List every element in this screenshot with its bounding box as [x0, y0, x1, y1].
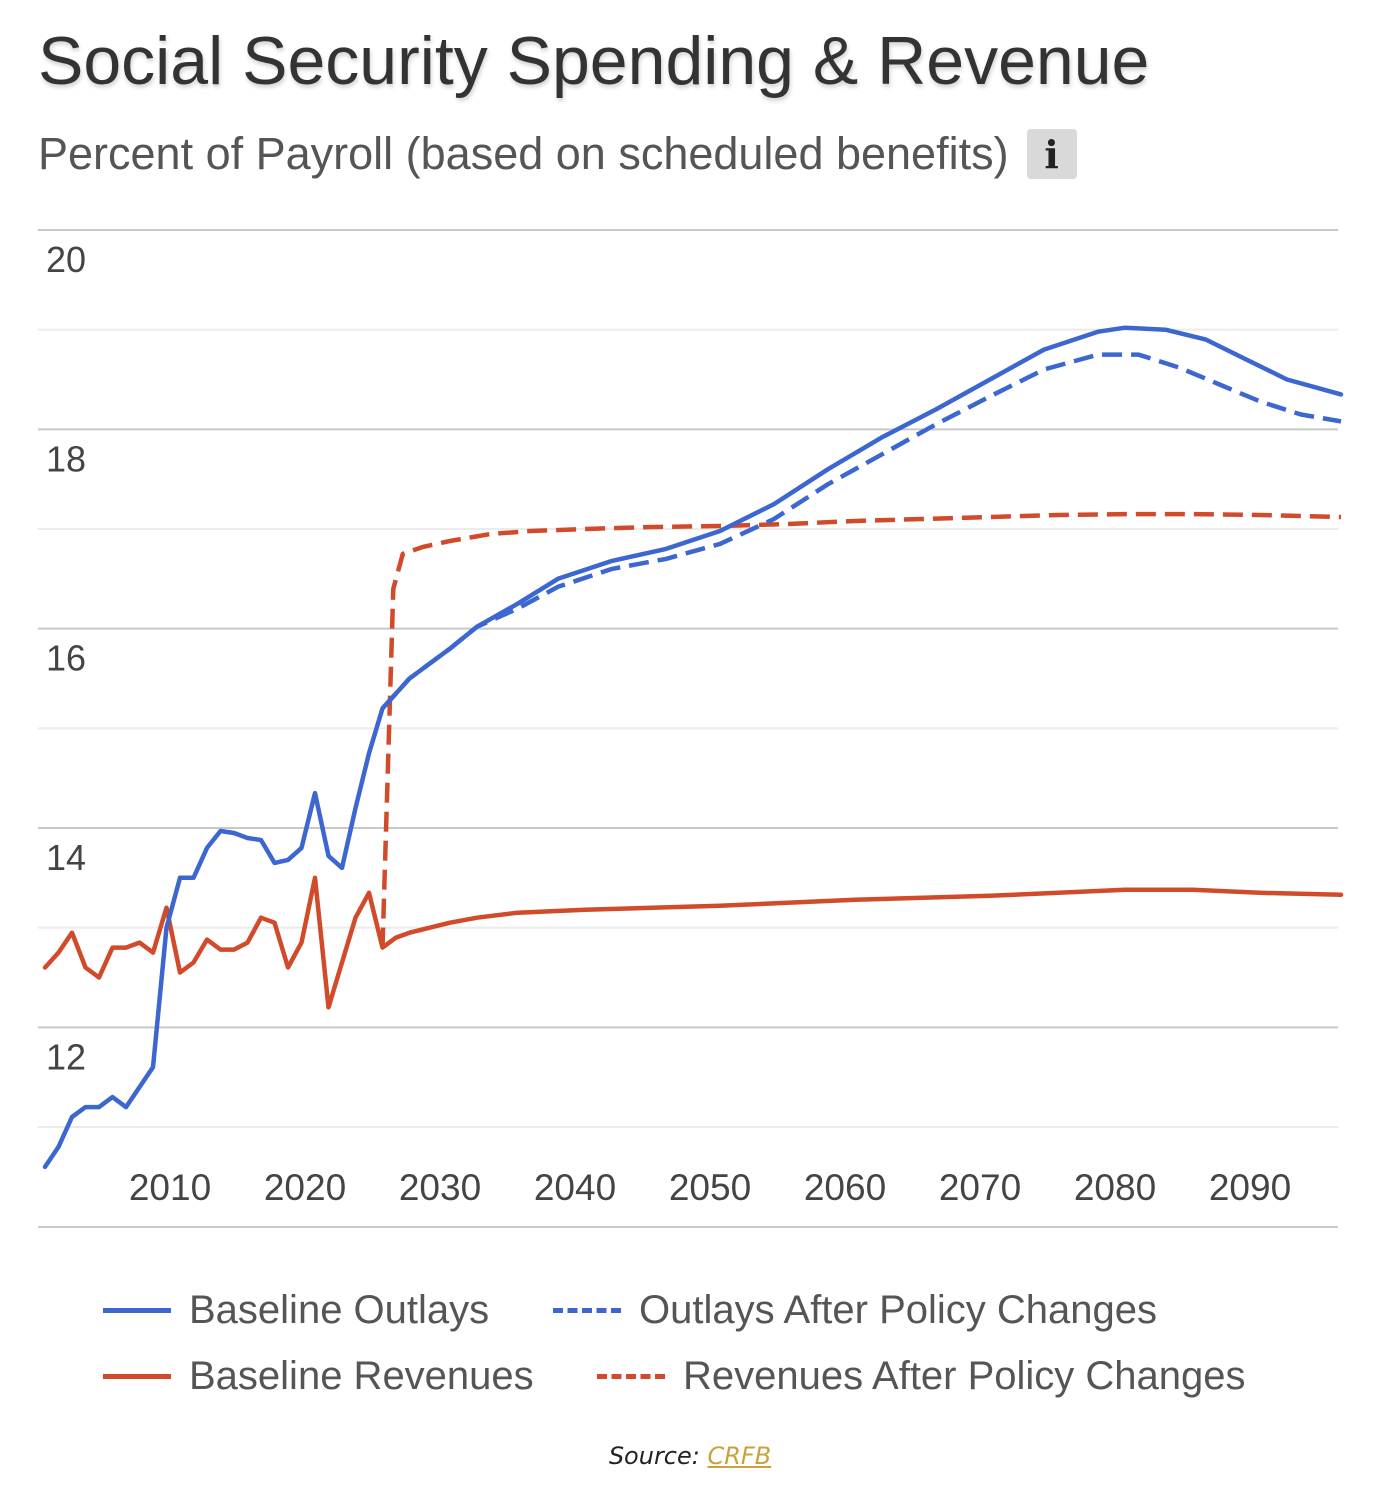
legend-label: Baseline Outlays: [189, 1288, 490, 1332]
series-lines: [42, 325, 1344, 1170]
legend-swatch: [597, 1374, 665, 1379]
x-tick-label: 2010: [129, 1167, 211, 1208]
source-note: Source: CRFB: [0, 1442, 1380, 1470]
legend-swatch: [103, 1374, 171, 1379]
subtitle-row: Percent of Payroll (based on scheduled b…: [38, 128, 1077, 180]
y-tick-label: 14: [46, 837, 86, 878]
series-line-outlays-after-policy-changes: [380, 352, 1342, 710]
chart-subtitle: Percent of Payroll (based on scheduled b…: [38, 128, 1009, 179]
x-tick-label: 2070: [939, 1167, 1021, 1208]
y-tick-label: 20: [46, 239, 86, 280]
x-tick-label: 2050: [669, 1167, 751, 1208]
x-tick-label: 2040: [534, 1167, 616, 1208]
series-line-baseline-revenues: [42, 875, 1344, 1010]
y-tick-label: 16: [46, 638, 86, 679]
legend-item[interactable]: Revenues After Policy Changes: [597, 1354, 1246, 1399]
legend-swatch: [553, 1308, 621, 1313]
source-prefix: Source:: [608, 1442, 708, 1470]
source-link[interactable]: CRFB: [707, 1442, 772, 1470]
legend-label: Outlays After Policy Changes: [639, 1288, 1158, 1332]
x-tick-label: 2060: [804, 1167, 886, 1208]
legend-item[interactable]: Outlays After Policy Changes: [553, 1288, 1157, 1333]
legend-item[interactable]: Baseline Revenues: [103, 1354, 534, 1399]
legend-label: Revenues After Policy Changes: [683, 1354, 1246, 1398]
series-line-baseline-outlays: [42, 325, 1344, 1170]
y-axis-ticks: 12 14 16 18 20: [46, 239, 86, 1077]
y-tick-label: 12: [46, 1036, 86, 1077]
series-line-revenues-after-policy-changes: [380, 511, 1342, 948]
chart-title: Social Security Spending & Revenue: [38, 23, 1150, 99]
x-tick-label: 2020: [264, 1167, 346, 1208]
x-tick-label: 2030: [399, 1167, 481, 1208]
x-axis-ticks: 2010 2020 2030 2040 2050 2060 2070 2080 2090: [129, 1167, 1291, 1208]
x-tick-label: 2080: [1074, 1167, 1156, 1208]
legend-swatch: [103, 1308, 171, 1313]
legend-item[interactable]: Baseline Outlays: [103, 1288, 489, 1333]
info-icon[interactable]: i: [1026, 129, 1077, 179]
x-tick-label: 2090: [1209, 1167, 1291, 1208]
y-tick-label: 18: [46, 438, 86, 479]
grid-lines: [38, 229, 1338, 1228]
legend-label: Baseline Revenues: [189, 1354, 534, 1398]
